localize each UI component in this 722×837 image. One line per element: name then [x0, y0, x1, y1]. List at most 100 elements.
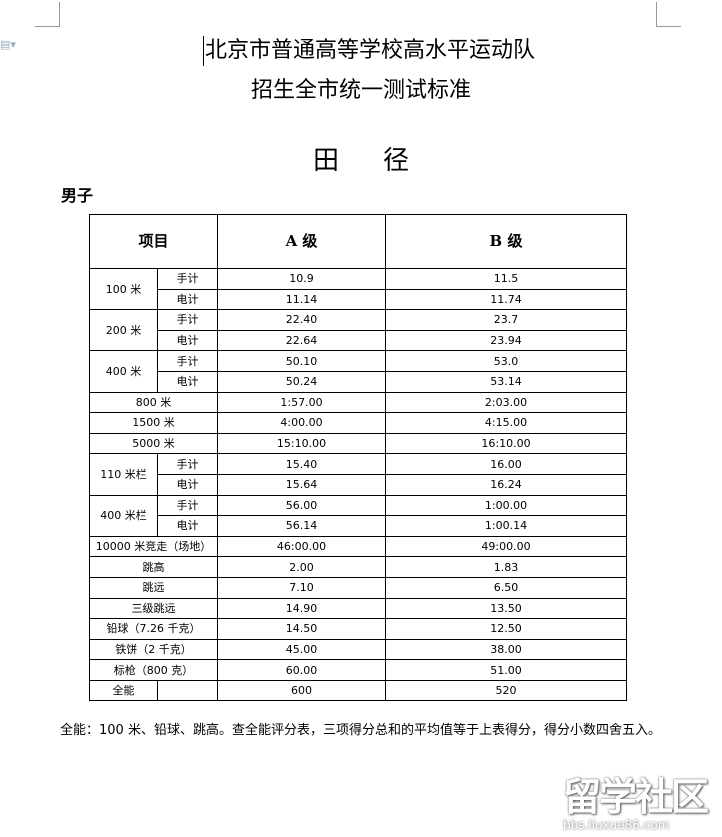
grade-a-cell: 14.50	[217, 618, 386, 640]
event-cell: 铅球（7.26 千克）	[89, 618, 218, 640]
timing-cell: 电计	[157, 370, 218, 393]
table-row: 电计 56.14 1:00.14	[90, 515, 627, 537]
event-cell: 800 米	[89, 391, 218, 414]
table-row: 100 米手计 10.9 11.5	[89, 267, 627, 311]
grade-b-cell: 16.24	[385, 473, 627, 496]
timing-cell: 手计	[157, 453, 218, 475]
table-row: 跳高 2.00 1.83	[89, 556, 627, 578]
event-cell: 400 米栏	[89, 494, 158, 537]
table-row: 电计 11.14 11.74	[90, 288, 627, 311]
event-cell: 标枪（800 克）	[89, 659, 218, 681]
section-char: 田	[312, 146, 339, 176]
grade-a-cell: 50.10	[217, 350, 386, 372]
grade-a-cell: 11.14	[217, 288, 386, 311]
timing-cell: 电计	[157, 515, 218, 537]
table-row: 电计 50.24 53.14	[90, 370, 627, 393]
timing-cell: 电计	[157, 288, 218, 311]
grade-b-cell: 6.50	[385, 576, 627, 599]
header-a: A 级	[217, 214, 386, 269]
timing-cell	[157, 679, 218, 702]
grade-a-cell: 15.40	[217, 453, 386, 475]
grade-b-cell: 13.50	[385, 597, 627, 620]
grade-a-cell: 7.10	[217, 576, 386, 599]
table-row: 1500 米 4:00.00 4:15.00	[89, 412, 627, 434]
title-text: 北京市普通高等学校高水平运动队	[204, 38, 535, 63]
timing-cell: 电计	[157, 329, 218, 352]
grade-b-cell: 4:15.00	[385, 412, 627, 434]
watermark-logo: 留学社区 bbs.liuxue86.com	[563, 775, 709, 832]
document-title-line2: 招生全市统一测试标准	[250, 78, 471, 103]
table-row: 电计 15.64 16.24	[90, 473, 627, 496]
grade-b-cell: 12.50	[385, 618, 627, 640]
grade-a-cell: 22.64	[217, 329, 386, 352]
group-heading: 男子	[61, 186, 94, 205]
event-cell: 1500 米	[89, 412, 218, 434]
table-row: 110 米栏 手计 15.40 16.00	[89, 453, 627, 496]
grade-a-cell: 14.90	[217, 597, 386, 620]
grade-b-cell: 23.94	[385, 329, 627, 352]
grade-a-cell: 50.24	[217, 370, 386, 393]
table-header-row: 项目 A 级 B 级	[89, 214, 627, 269]
event-cell: 跳远	[89, 576, 218, 599]
event-cell: 10000 米竞走（场地）	[89, 535, 218, 558]
margin-mark-top-right	[656, 2, 681, 27]
timing-cell: 手计	[157, 268, 218, 290]
footnote: 全能：100 米、铅球、跳高。查全能评分表，三项得分总和的平均值等于上表得分，得…	[60, 723, 661, 738]
timing-cell: 电计	[157, 473, 218, 496]
header-b: B 级	[385, 214, 627, 269]
margin-mark-top-left	[35, 2, 60, 27]
grade-b-cell: 53.14	[385, 370, 627, 393]
grade-b-cell: 53.0	[385, 350, 627, 372]
grade-a-cell: 10.9	[217, 268, 386, 290]
table-row: 400 米栏 手计 56.00 1:00.00	[89, 494, 627, 537]
grade-a-cell: 60.00	[217, 659, 386, 681]
grade-a-cell: 600	[217, 679, 386, 702]
table-row: 标枪（800 克） 60.00 51.00	[89, 659, 627, 681]
event-cell: 跳高	[89, 556, 218, 578]
table-row: 10000 米竞走（场地） 46:00.00 49:00.00	[89, 535, 627, 558]
table-row: 铅球（7.26 千克） 14.50 12.50	[89, 618, 627, 640]
event-cell: 铁饼（2 千克）	[89, 638, 218, 661]
section-heading: 田径	[0, 140, 722, 177]
standards-table: 项目 A 级 B 级 100 米手计 10.9 11.5 电计 11.14 11.74 20…	[89, 214, 627, 702]
section-char: 径	[383, 146, 410, 176]
grade-b-cell: 16:10.00	[385, 432, 627, 455]
grade-a-cell: 2.00	[217, 556, 386, 578]
document-title-line1: 北京市普通高等学校高水平运动队	[8, 32, 722, 66]
grade-b-cell: 51.00	[385, 659, 627, 681]
paste-options-icon[interactable]: ▤▾	[0, 38, 16, 51]
text-cursor	[202, 36, 204, 66]
grade-b-cell: 1.83	[385, 556, 627, 578]
event-cell: 400 米	[89, 350, 158, 393]
grade-a-cell: 15:10.00	[217, 432, 386, 455]
table-row: 电计 22.64 23.94	[90, 329, 627, 352]
grade-b-cell: 38.00	[385, 638, 627, 661]
grade-b-cell: 16.00	[385, 453, 627, 475]
grade-a-cell: 46:00.00	[217, 535, 386, 558]
grade-b-cell: 11.74	[385, 288, 627, 311]
grade-b-cell: 2:03.00	[385, 391, 627, 414]
header-event: 项目	[89, 214, 218, 269]
event-cell: 全能	[89, 679, 158, 702]
event-cell: 100 米	[89, 267, 158, 311]
grade-a-cell: 22.40	[217, 309, 386, 331]
table-row: 5000 米 15:10.00 16:10.00	[89, 432, 627, 455]
table-row: 全能 600 520	[89, 679, 627, 702]
grade-a-cell: 1:57.00	[217, 391, 386, 414]
timing-cell: 手计	[157, 350, 218, 372]
table-row: 铁饼（2 千克） 45.00 38.00	[89, 638, 627, 661]
event-cell: 200 米	[89, 309, 158, 352]
table-row: 400 米手计 50.10 53.0	[89, 350, 627, 393]
event-cell: 5000 米	[89, 432, 218, 455]
grade-a-cell: 45.00	[217, 638, 386, 661]
event-cell: 110 米栏	[89, 453, 158, 496]
timing-cell: 手计	[157, 494, 218, 517]
event-cell: 三级跳远	[89, 597, 218, 620]
table-row: 跳远 7.10 6.50	[89, 576, 627, 599]
table-row: 三级跳远 14.90 13.50	[89, 597, 627, 620]
grade-a-cell: 4:00.00	[217, 412, 386, 434]
grade-b-cell: 49:00.00	[385, 535, 627, 558]
grade-b-cell: 1:00.00	[385, 494, 627, 517]
grade-a-cell: 56.00	[217, 494, 386, 517]
grade-b-cell: 11.5	[385, 268, 627, 290]
